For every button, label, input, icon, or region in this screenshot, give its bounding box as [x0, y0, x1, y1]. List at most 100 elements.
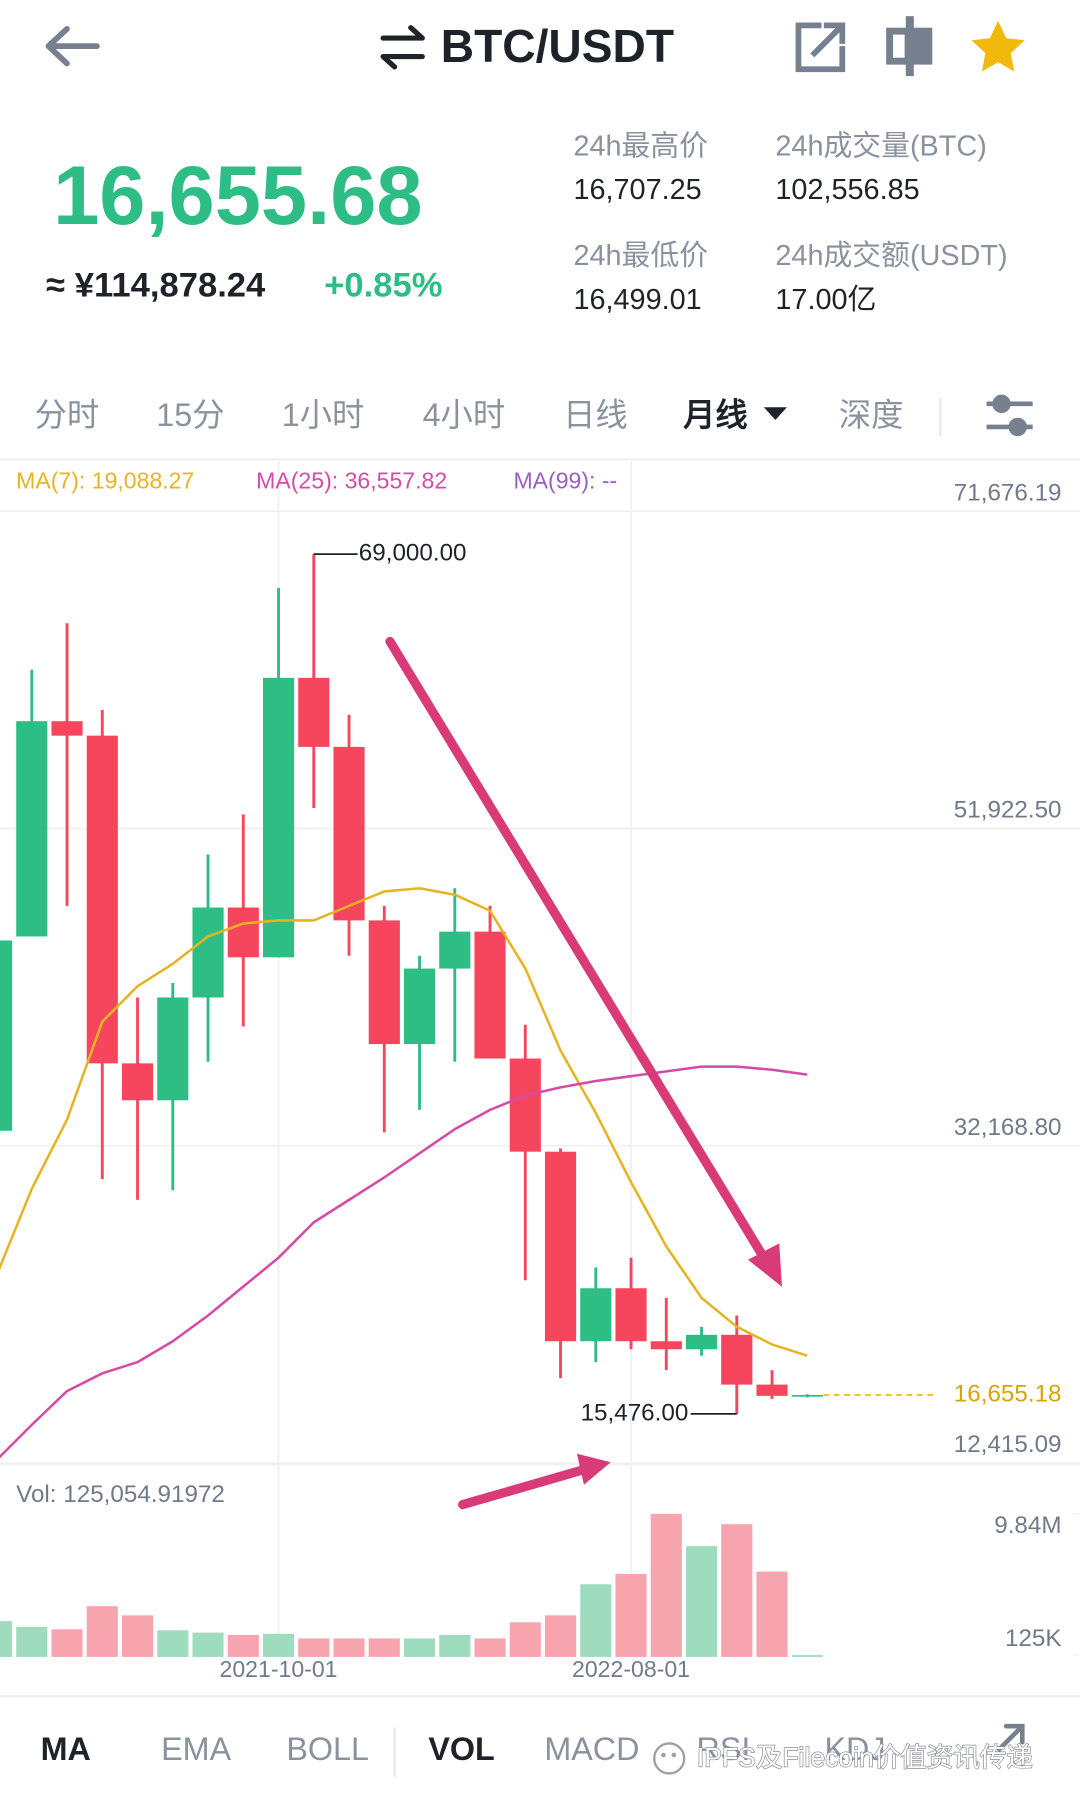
candle-body	[615, 1288, 647, 1342]
tab[interactable]: 15分	[156, 397, 224, 433]
candle-body	[192, 907, 224, 998]
stat-label: 24h最高价	[573, 130, 708, 162]
stats: 24h最高价 16,707.25 24h成交量(BTC) 102,556.85 24h最…	[573, 130, 1007, 315]
tab[interactable]: 分时	[35, 397, 100, 433]
volume-title: Vol: 125,054.91972	[16, 1481, 225, 1508]
volume-bar	[298, 1638, 330, 1657]
x-tick-label: 2022-08-01	[572, 1656, 690, 1682]
candle-body	[650, 1341, 682, 1350]
stat-value: 16,707.25	[573, 174, 701, 206]
candle-body	[0, 940, 13, 1131]
candle-body	[368, 920, 400, 1045]
indicator-tab[interactable]: MACD	[544, 1731, 639, 1767]
volume-bar	[368, 1638, 400, 1657]
volume-bar	[791, 1655, 823, 1657]
timeframe-tabs: 分时 15分 1小时 4小时 日线 月线 深度	[35, 394, 1033, 437]
stat-value: 102,556.85	[775, 174, 919, 206]
y-tick-label: 71,676.19	[954, 479, 1062, 506]
last-price: 16,655.68	[53, 149, 423, 242]
tab[interactable]: 深度	[839, 397, 904, 433]
wechat-icon	[653, 1742, 686, 1775]
pair-title: BTC/USDT	[441, 20, 674, 72]
candle-body	[121, 1063, 154, 1101]
tab[interactable]: 日线	[563, 397, 628, 433]
candle-body	[685, 1334, 718, 1350]
indicator-tab-active[interactable]: VOL	[428, 1731, 494, 1767]
dropdown-caret	[763, 407, 787, 420]
volume-bar	[615, 1573, 647, 1657]
y-tick-label: 12,415.09	[954, 1431, 1062, 1458]
candle-body	[544, 1151, 577, 1342]
volume-bar	[756, 1571, 788, 1657]
indicator-tab-active[interactable]: MA	[41, 1731, 91, 1767]
cny-price: ≈ ¥114,878.24	[46, 266, 266, 304]
volume-chart: Vol: 125,054.91972 9.84M 125K	[0, 1463, 1080, 1657]
tab[interactable]: 4小时	[423, 397, 506, 433]
volume-bar	[403, 1638, 436, 1657]
candle-body	[227, 907, 259, 958]
indicator-tab[interactable]: EMA	[161, 1731, 231, 1767]
volume-bar	[227, 1634, 259, 1657]
volume-bar	[0, 1621, 13, 1657]
annotation-arrows	[385, 636, 782, 1510]
volume-bar	[86, 1606, 118, 1657]
chart-labels: 71,676.19 51,922.50 32,168.80 12,415.09 2021…	[16, 467, 1080, 1682]
swap-icon[interactable]	[380, 25, 425, 70]
candle-body	[403, 968, 436, 1045]
favorite-star[interactable]	[971, 20, 1025, 72]
volume-bar	[650, 1513, 682, 1657]
indicator-tab[interactable]: BOLL	[286, 1731, 369, 1767]
expand-icon[interactable]	[996, 1723, 1025, 1752]
settings-icon[interactable]	[986, 394, 1033, 437]
volume-bar	[474, 1638, 506, 1657]
layout-icon[interactable]	[886, 16, 933, 77]
candle-body	[262, 677, 295, 958]
candles	[0, 554, 823, 1414]
candle-body	[51, 721, 83, 736]
watermark-text: IPFS及Filecoin价值资讯传递	[697, 1743, 1033, 1773]
watermark: IPFS及Filecoin价值资讯传递	[653, 1742, 1034, 1775]
candle-body	[16, 721, 48, 937]
ma-line	[0, 886, 808, 1357]
volume-bar	[333, 1638, 365, 1657]
share-icon[interactable]	[795, 22, 846, 73]
candle-body	[157, 997, 189, 1101]
ma-legend: MA(7): 19,088.27	[16, 467, 194, 493]
stat-label: 24h最低价	[573, 240, 708, 272]
volume-bar	[16, 1626, 48, 1657]
min-label: 15,476.00	[581, 1399, 689, 1426]
tab[interactable]: 1小时	[282, 397, 365, 433]
candle-body	[580, 1288, 612, 1342]
volume-bar	[685, 1546, 718, 1657]
indicator-tab[interactable]: RSI	[697, 1731, 751, 1767]
stat-label: 24h成交额(USDT)	[775, 240, 1007, 272]
last-price-label: 16,655.18	[954, 1380, 1062, 1407]
layout-icon-gap	[893, 34, 905, 58]
ma-legend: MA(25): 36,557.82	[256, 467, 447, 493]
tab-active[interactable]: 月线	[683, 397, 748, 433]
candle-body	[439, 931, 471, 969]
candle-body	[509, 1058, 541, 1152]
volume-tick-label: 125K	[1005, 1625, 1062, 1652]
last-price-tag	[936, 1377, 1080, 1413]
candle-body	[756, 1384, 788, 1396]
x-tick-label: 2021-10-01	[220, 1656, 338, 1682]
candle-body	[86, 735, 118, 1064]
ma-line	[0, 1065, 808, 1459]
stat-label: 24h成交量(BTC)	[775, 130, 986, 162]
volume-bar	[580, 1584, 612, 1657]
candle-body	[333, 746, 365, 921]
indicator-tab[interactable]: KDJ	[824, 1731, 885, 1767]
back-button[interactable]	[45, 25, 100, 67]
volume-bar	[157, 1630, 189, 1657]
wechat-icon-eye	[661, 1752, 666, 1758]
wechat-icon-eye	[671, 1752, 677, 1758]
volume-bar	[544, 1615, 577, 1657]
y-tick-label: 51,922.50	[954, 797, 1062, 824]
volume-bar	[439, 1634, 471, 1657]
max-label: 69,000.00	[359, 540, 467, 567]
stat-value: 17.00亿	[775, 284, 876, 316]
volume-bar	[51, 1629, 83, 1657]
